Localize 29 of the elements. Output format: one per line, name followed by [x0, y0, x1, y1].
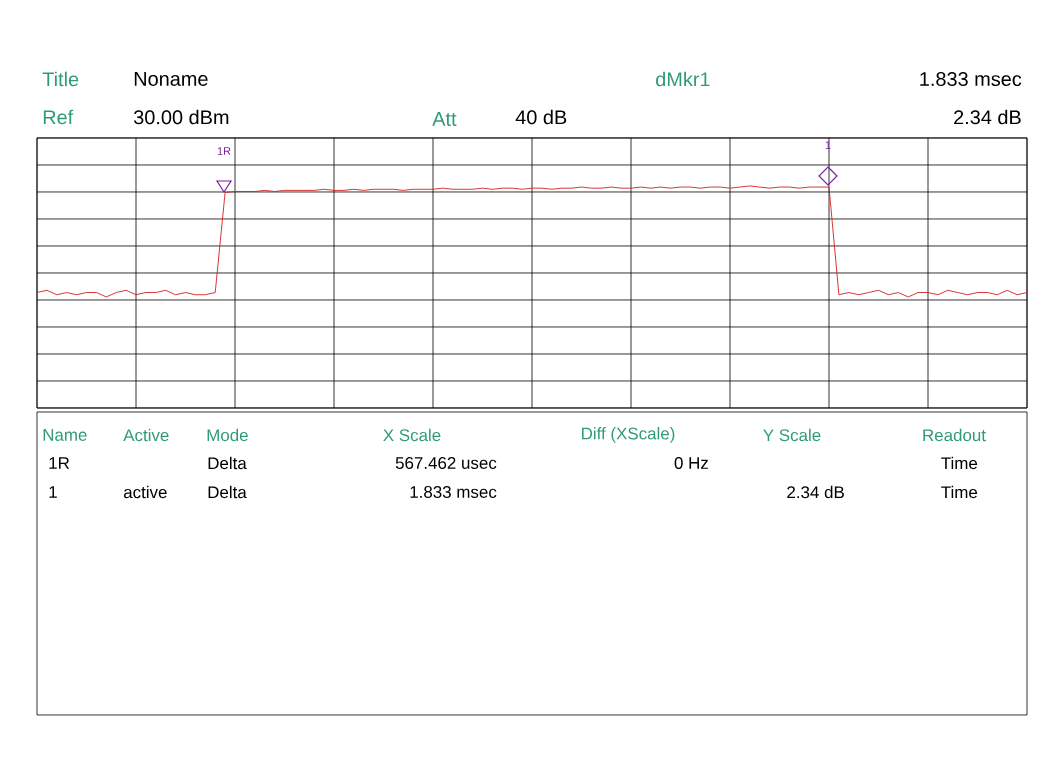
text: 1.833 msec: [920, 71, 1022, 87]
text: Readout: [923, 428, 986, 442]
text: Name: [43, 429, 87, 441]
text: 1R: [217, 147, 231, 155]
text: Delta: [208, 456, 247, 470]
text: Diff (XScale): [582, 427, 675, 443]
text: Time: [941, 456, 978, 470]
text: 2.34 dB: [787, 485, 844, 499]
text: Ref: [43, 109, 74, 125]
text: 1R: [49, 457, 70, 469]
text: Time: [941, 485, 978, 499]
text: 1: [825, 141, 831, 149]
text: Active: [123, 428, 169, 442]
text: 1.833 msec: [410, 485, 497, 498]
text: active: [123, 485, 167, 499]
text: Title: [42, 71, 79, 87]
text: Mode: [207, 428, 248, 442]
text: dMkr1: [656, 71, 710, 87]
text: 30.00 dBm: [133, 109, 229, 125]
text: Att: [432, 112, 457, 126]
text: Y Scale: [763, 428, 821, 442]
text: 0 Hz: [674, 456, 708, 469]
text: 2.34 dB: [954, 109, 1021, 125]
text: 1: [49, 486, 57, 498]
text: 40 dB: [515, 109, 567, 125]
text: 567.462 usec: [395, 456, 497, 469]
text: X Scale: [383, 428, 441, 442]
text: Noname: [134, 72, 208, 86]
text: Delta: [208, 485, 247, 499]
